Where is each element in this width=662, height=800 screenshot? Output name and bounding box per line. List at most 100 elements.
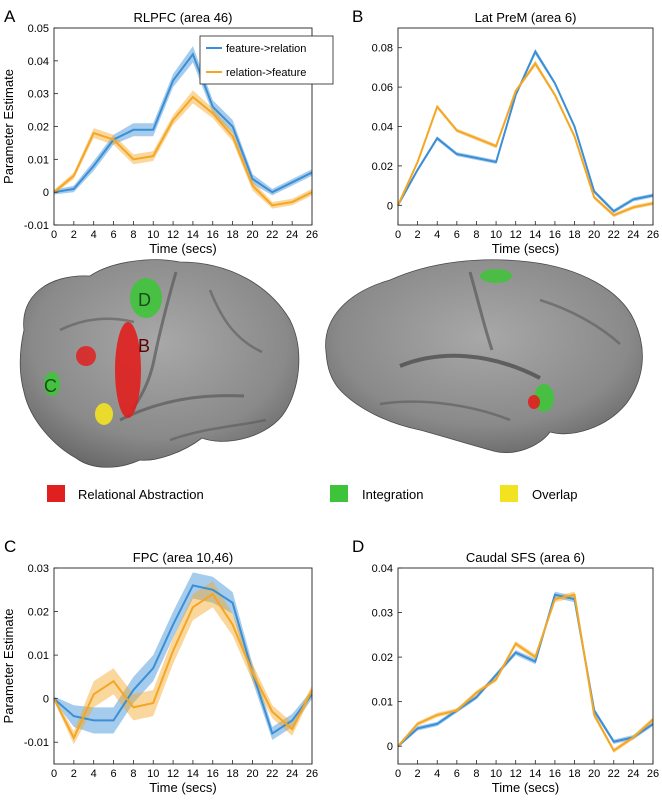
chart-b-xtick-18: 18 (568, 229, 580, 241)
chart-b-xtick-16: 16 (549, 229, 561, 241)
chart-b-line-feature-relation (397, 49, 654, 213)
chart-lat-prem: Lat PreM (area 6)0 2 4 6 8 10 12 14 16 18 20 22 24 26… (372, 10, 660, 256)
chart-c-line-feature-relation (53, 584, 313, 736)
chart-c-ytick-0-01: 0.01 (28, 650, 49, 662)
chart-c-title: FPC (area 10,46) (133, 550, 233, 565)
chart-b-xtick-8: 8 (473, 229, 479, 241)
chart-c-xtick-6: 6 (110, 768, 116, 780)
chart-fpc: FPC (area 10,46)0 2 4 6 8 10 12 14 16 18 20 22 24 26-… (1, 550, 318, 795)
chart-c-xtick-14: 14 (187, 768, 199, 780)
chart-d-ytick-0-03: 0.03 (372, 608, 393, 620)
chart-c-xlabel: Time (secs) (149, 780, 216, 795)
chart-c-xtick-24: 24 (286, 768, 298, 780)
chart-d-ytick-0-04: 0.04 (372, 563, 393, 575)
chart-a-ytick-0-03: 0.03 (28, 89, 49, 101)
label-overlap: Overlap (532, 487, 578, 502)
chart-c-xtick-20: 20 (246, 768, 258, 780)
swatch-integration (330, 485, 348, 502)
chart-d-xtick-20: 20 (588, 768, 600, 780)
chart-c-ylabel: Parameter Estimate (1, 609, 16, 724)
chart-c-xtick-8: 8 (130, 768, 136, 780)
chart-a-xtick-22: 22 (266, 229, 278, 241)
brain-left-sulcus-frontal (59, 317, 135, 332)
chart-d-xtick-16: 16 (549, 768, 561, 780)
brain-left-activation-yellow (95, 403, 113, 425)
chart-a-xtick-24: 24 (286, 229, 298, 241)
panel-letter-c: C (4, 537, 16, 556)
chart-c-xtick-16: 16 (207, 768, 219, 780)
chart-c-xtick-4: 4 (91, 768, 97, 780)
legend-box (199, 35, 334, 85)
chart-b-ytick-0: 0 (387, 200, 393, 212)
chart-a-ytick-0-05: 0.05 (28, 23, 49, 35)
chart-a-xlabel: Time (secs) (149, 241, 216, 256)
brain-right-sulcus-frontal (539, 298, 621, 345)
chart-a-xtick-4: 4 (91, 229, 97, 241)
chart-a-xtick-8: 8 (130, 229, 136, 241)
chart-c-xtick-10: 10 (147, 768, 159, 780)
brain-left-sulcus-central (130, 271, 178, 411)
panel-letter-d: D (352, 537, 364, 556)
brain-left-activation-red (115, 322, 141, 418)
chart-c-xtick-18: 18 (226, 768, 238, 780)
brain-left-surface (19, 259, 300, 468)
chart-d-ytick-0: 0 (387, 741, 393, 753)
chart-a-ytick-0-01: 0.01 (28, 154, 49, 166)
brain-right-sulcus-lateral (399, 353, 541, 380)
chart-rlpfc: RLPFC (area 46)0 2 4 6 8 10 12 14 16 18 20 22 24 26-0… (1, 10, 318, 256)
chart-d-xtick-26: 26 (647, 768, 659, 780)
chart-d-frame (397, 567, 654, 765)
chart-c-frame (53, 567, 313, 765)
panel-letter-b: B (352, 7, 363, 26)
chart-d-xtick-12: 12 (510, 768, 522, 780)
chart-d-xtick-2: 2 (415, 768, 421, 780)
brain-left-activation-green-top (130, 278, 162, 318)
chart-b-xtick-12: 12 (510, 229, 522, 241)
chart-b-ytick-0-06: 0.06 (372, 82, 393, 94)
chart-b-ytick-0-08: 0.08 (372, 43, 393, 55)
chart-a-xtick-2: 2 (71, 229, 77, 241)
chart-b-line-relation-feature (397, 61, 654, 217)
chart-b-title: Lat PreM (area 6) (475, 10, 577, 25)
chart-c-xtick-12: 12 (167, 768, 179, 780)
brain-left-activation-green-left (44, 372, 60, 396)
activation-legend: Relational Abstraction Integration Overl… (47, 485, 578, 502)
brain-left-lateral: D B C (19, 259, 300, 468)
chart-d-xtick-4: 4 (434, 768, 440, 780)
brain-left-activation-red-small (76, 346, 96, 366)
brain-left-sulcus-temporal (169, 418, 267, 442)
chart-c-line-relation-feature (53, 592, 313, 741)
chart-d-xtick-6: 6 (454, 768, 460, 780)
brain-right-surface (325, 259, 643, 453)
chart-c-xtick-22: 22 (266, 768, 278, 780)
chart-b-xtick-26: 26 (647, 229, 659, 241)
brain-right-activation-green-top (480, 269, 512, 283)
chart-d-line-feature-relation (397, 593, 654, 747)
chart-b-xtick-4: 4 (434, 229, 440, 241)
chart-d-ytick-0-02: 0.02 (372, 652, 393, 664)
chart-b-xtick-20: 20 (588, 229, 600, 241)
brain-right-activation-red (528, 395, 540, 409)
chart-c-ytick-0: 0 (43, 694, 49, 706)
chart-d-xlabel: Time (secs) (492, 780, 559, 795)
chart-a-line-feature-relation (53, 52, 313, 194)
chart-c-xtick-0: 0 (51, 768, 57, 780)
brain-left-sulcus-lateral (119, 394, 245, 422)
series-legend: feature->relation relation->feature (199, 35, 334, 85)
chart-a-ytick-0-04: 0.04 (28, 56, 49, 68)
swatch-overlap (500, 485, 518, 502)
chart-d-band-feature-relation (398, 591, 653, 748)
chart-a-xtick-10: 10 (147, 229, 159, 241)
chart-a-xtick-6: 6 (110, 229, 116, 241)
swatch-relational-abstraction (47, 485, 65, 502)
chart-c-band-relation-feature (54, 581, 312, 745)
chart-c-ytick-0-03: 0.03 (28, 563, 49, 575)
brain-left-label-c: C (44, 376, 57, 396)
chart-a-xtick-16: 16 (207, 229, 219, 241)
chart-a-ytick-0: 0 (43, 187, 49, 199)
legend-label-feature-relation: feature->relation (226, 43, 306, 55)
chart-d-xtick-14: 14 (529, 768, 541, 780)
chart-b-xtick-0: 0 (395, 229, 401, 241)
chart-a-ytick-0-02: 0.02 (28, 122, 49, 134)
